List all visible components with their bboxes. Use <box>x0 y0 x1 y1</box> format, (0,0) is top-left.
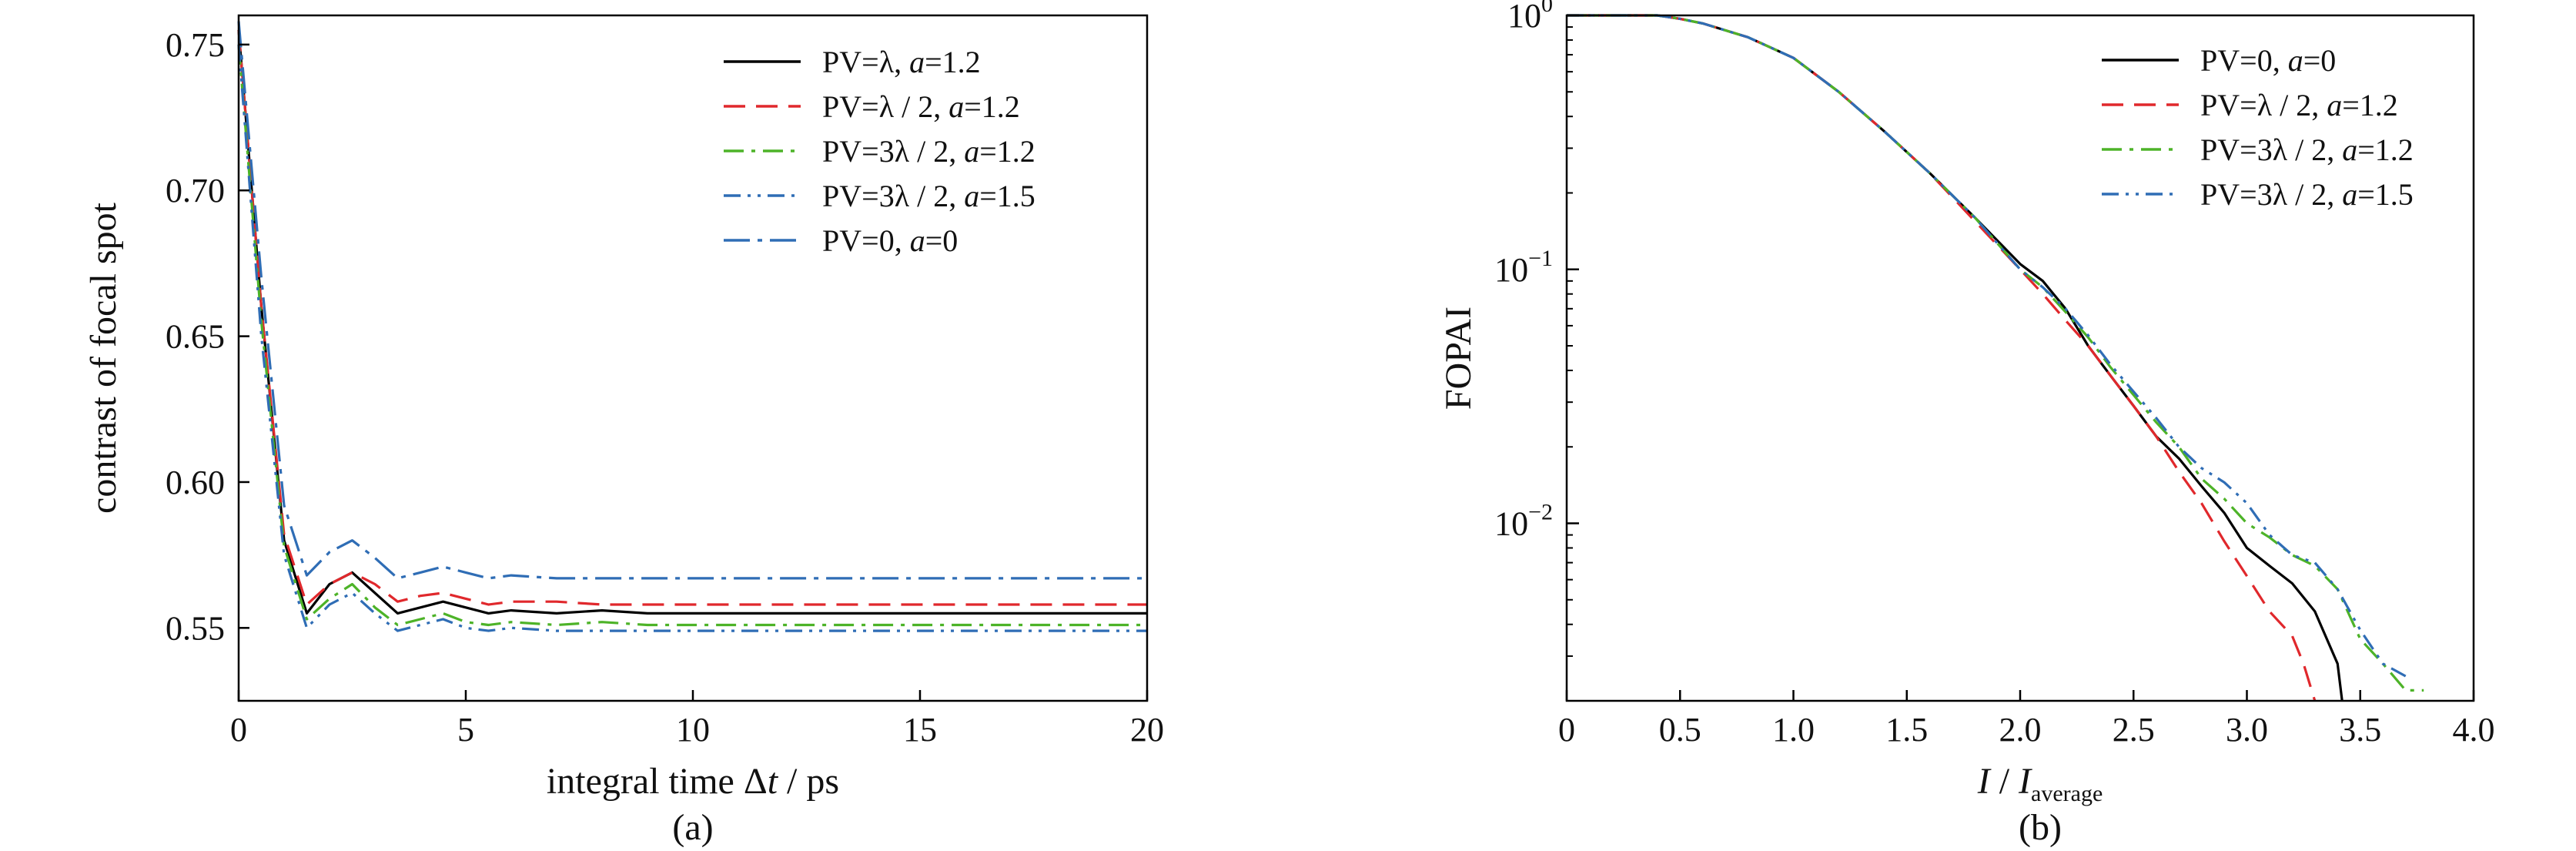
legend-entry: PV=λ / 2, a=1.2 <box>724 89 1020 124</box>
svg-text:PV=3λ / 2, a=1.5: PV=3λ / 2, a=1.5 <box>822 179 1035 213</box>
chart-a-legend: PV=λ, a=1.2 PV=λ / 2, a=1.2 PV=3λ / 2, a… <box>724 45 1035 258</box>
chart-a-series-layer <box>237 21 1147 632</box>
y-tick-label: 0.55 <box>166 609 225 647</box>
x-tick-label: 0 <box>1558 711 1575 749</box>
legend-entry: PV=3λ / 2, a=1.5 <box>2102 177 2414 212</box>
chart-b-x-ticks: 0 0.5 1.0 1.5 2.0 2.5 3.0 3.5 4.0 <box>1558 690 2495 749</box>
chart-a-series-2-line <box>237 29 1147 606</box>
chart-b-x-axis-label: I / Iaverage <box>1977 761 2103 806</box>
legend-entry: PV=3λ / 2, a=1.5 <box>724 179 1035 213</box>
y-tick-label: 0.60 <box>166 464 225 501</box>
x-tick-label: 3.5 <box>2339 711 2381 749</box>
legend-entry: PV=0, a=0 <box>724 223 958 258</box>
chart-b: 0 0.5 1.0 1.5 2.0 2.5 3.0 3.5 4.0 100 10−1 10−2 I … <box>1438 0 2495 848</box>
y-tick-label: 0.70 <box>166 172 225 209</box>
x-tick-label: 15 <box>903 711 937 749</box>
x-tick-label: 1.5 <box>1885 711 1928 749</box>
x-tick-label: 4.0 <box>2453 711 2495 749</box>
legend-entry: PV=λ / 2, a=1.2 <box>2102 88 2398 122</box>
svg-text:PV=λ / 2, a=1.2: PV=λ / 2, a=1.2 <box>2200 88 2398 122</box>
x-tick-label: 0.5 <box>1659 711 1701 749</box>
chart-b-series-4-line <box>1567 14 2407 678</box>
chart-a: 0 5 10 15 20 0.55 0.60 0.65 0.70 0.75 integral t… <box>83 14 1164 848</box>
chart-a-series-1-line <box>237 29 1147 615</box>
chart-a-caption: (a) <box>672 807 713 848</box>
chart-b-series-layer <box>1567 14 2424 702</box>
x-tick-label: 1.0 <box>1772 711 1815 749</box>
y-tick-label: 10−2 <box>1494 500 1553 543</box>
legend-entry: PV=3λ / 2, a=1.2 <box>724 134 1035 169</box>
chart-a-y-axis-label: contrast of focal spot <box>83 202 124 514</box>
chart-a-y-ticks: 0.55 0.60 0.65 0.70 0.75 <box>166 26 249 647</box>
x-tick-label: 20 <box>1130 711 1164 749</box>
chart-a-series-3-line <box>237 44 1147 627</box>
legend-entry: PV=0, a=0 <box>2102 43 2336 78</box>
chart-b-legend: PV=0, a=0 PV=λ / 2, a=1.2 PV=3λ / 2, a=1… <box>2102 43 2414 212</box>
x-tick-label: 5 <box>457 711 474 749</box>
y-tick-label: 10−1 <box>1494 246 1553 289</box>
chart-b-caption: (b) <box>2019 807 2062 848</box>
y-tick-label: 0.65 <box>166 318 225 356</box>
chart-a-series-5-line <box>237 21 1147 580</box>
svg-text:PV=0, a=0: PV=0, a=0 <box>2200 43 2336 78</box>
chart-b-y-ticks: 100 10−1 10−2 <box>1494 0 1579 702</box>
svg-text:PV=0, a=0: PV=0, a=0 <box>822 223 958 258</box>
legend-entry: PV=λ, a=1.2 <box>724 45 981 79</box>
x-tick-label: 2.5 <box>2113 711 2155 749</box>
chart-a-x-axis-label: integral time Δt / ps <box>547 761 839 802</box>
x-tick-label: 2.0 <box>1999 711 2042 749</box>
y-tick-label: 0.75 <box>166 26 225 64</box>
x-tick-label: 10 <box>676 711 710 749</box>
svg-text:PV=λ / 2, a=1.2: PV=λ / 2, a=1.2 <box>822 89 1020 124</box>
svg-text:PV=3λ / 2, a=1.5: PV=3λ / 2, a=1.5 <box>2200 177 2414 212</box>
svg-text:PV=3λ / 2, a=1.2: PV=3λ / 2, a=1.2 <box>822 134 1035 169</box>
svg-text:PV=λ, a=1.2: PV=λ, a=1.2 <box>822 45 981 79</box>
x-tick-label: 0 <box>230 711 247 749</box>
y-tick-label: 100 <box>1507 0 1553 35</box>
svg-text:PV=3λ / 2, a=1.2: PV=3λ / 2, a=1.2 <box>2200 132 2414 167</box>
chart-a-series-4-line <box>237 44 1147 632</box>
chart-a-x-ticks: 0 5 10 15 20 <box>230 690 1164 749</box>
chart-b-y-axis-label: FOPAI <box>1438 307 1479 410</box>
x-tick-label: 3.0 <box>2226 711 2268 749</box>
legend-entry: PV=3λ / 2, a=1.2 <box>2102 132 2414 167</box>
